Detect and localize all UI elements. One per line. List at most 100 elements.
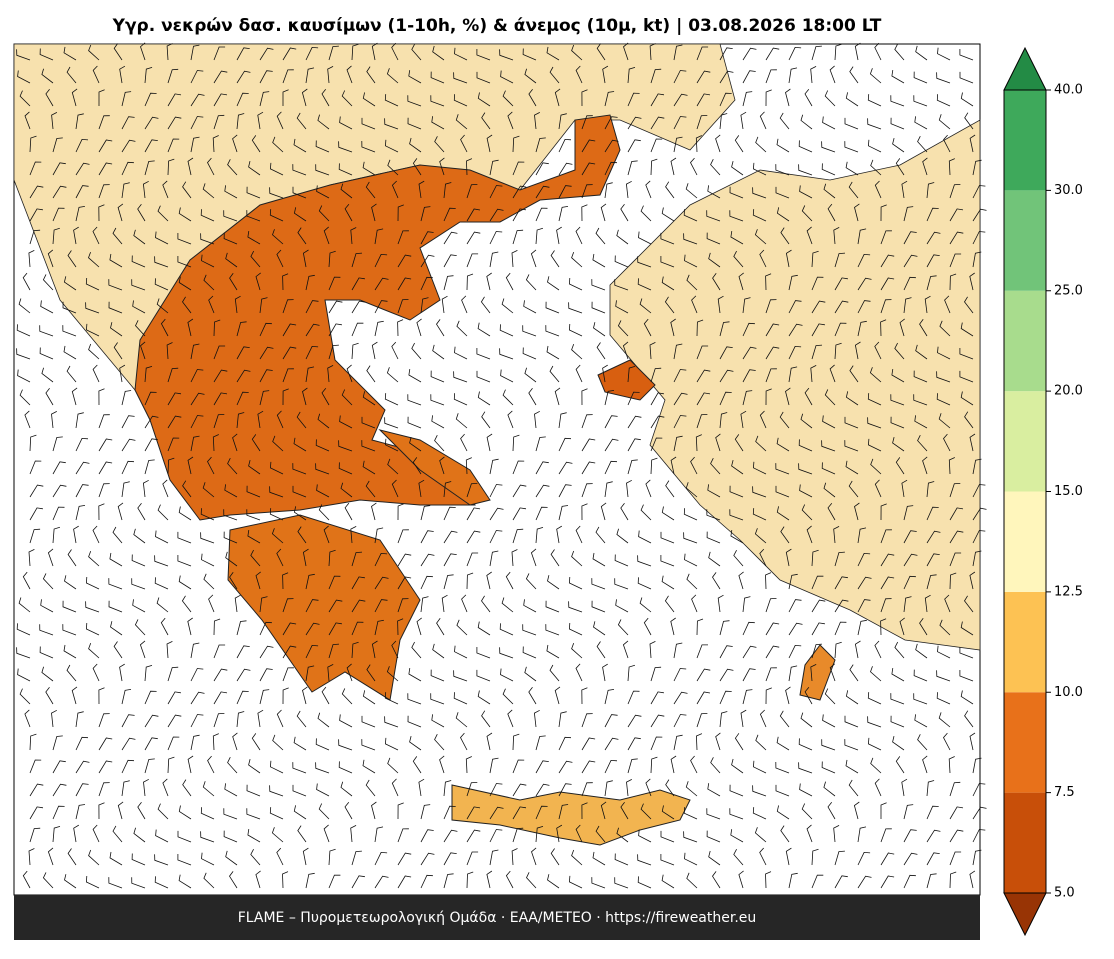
wind-barb [734,135,744,153]
wind-barb [236,369,251,383]
wind-barb [511,250,518,268]
wind-barb [857,320,867,337]
wind-barb [880,576,895,590]
wind-barb [259,390,270,406]
wind-barb [202,781,215,797]
wind-barb [673,734,683,751]
wind-barb [673,369,687,383]
wind-barb [98,184,110,199]
wind-barb [627,664,636,682]
wind-barb [455,413,468,429]
wind-barb [547,874,560,889]
wind-barb [98,414,110,429]
wind-barb [73,525,79,544]
wind-barb [683,508,698,521]
wind-barb [162,180,169,199]
wind-barb [650,666,662,682]
wind-barb [535,207,548,222]
wind-barb [177,233,192,245]
wind-barb [62,624,77,636]
wind-barb [926,873,937,889]
wind-barb [742,668,756,682]
wind-barb [167,714,182,728]
wind-barb [144,438,158,452]
wind-barb [810,365,817,383]
wind-barb [924,295,931,314]
wind-barb [328,848,336,866]
wind-barb [190,93,205,107]
wind-barb [323,525,330,544]
wind-barb [926,254,940,268]
wind-barb [338,440,353,452]
wind-barb [571,251,583,268]
wind-barb [52,506,65,521]
wind-barb [759,548,767,567]
wind-barb [776,805,790,820]
wind-barb [522,646,537,659]
wind-barb [895,158,905,176]
wind-barb [696,115,708,130]
wind-barb [374,277,389,291]
wind-barb [223,830,238,843]
wind-barb [776,138,790,153]
wind-barb [187,617,193,636]
wind-barb [246,186,261,199]
wind-barb [499,348,514,360]
wind-barb [926,780,935,797]
wind-barb [959,670,974,682]
wind-barb [224,783,238,797]
wind-barb [85,601,100,613]
wind-barb [351,277,365,291]
wind-barb [212,434,219,452]
wind-barb [535,162,549,176]
wind-barb [524,666,537,682]
wind-barb [466,871,474,889]
wind-barb [806,226,813,245]
wind-barb [247,231,261,245]
wind-barb [64,874,77,889]
wind-barb [384,139,399,153]
wind-barb [827,801,836,820]
wind-barb [917,435,928,452]
wind-barb [834,342,842,360]
wind-barb [937,645,951,659]
wind-barb [627,737,641,751]
wind-barb [113,342,123,360]
wind-barb [52,185,67,199]
wind-barb [430,95,445,107]
wind-barb [524,68,537,84]
wind-barb [507,111,514,130]
wind-barb [305,274,315,291]
wind-barb [742,91,753,107]
wind-barb [207,157,215,176]
wind-barb [305,345,319,360]
wind-barb [604,161,618,176]
wind-barb [121,116,135,130]
wind-barb [351,342,359,360]
wind-barb [361,715,376,728]
wind-barb [581,503,588,521]
wind-barb [213,691,228,705]
wind-barb [512,733,520,751]
wind-barb [430,394,445,406]
wind-barb [75,783,89,797]
wind-barb [207,456,215,475]
wind-barb [593,322,606,337]
wind-barb [397,230,409,245]
wind-barb [901,479,908,498]
wind-barb [52,137,63,153]
wind-barb [296,411,307,429]
wind-barb [775,164,790,176]
wind-barb [752,807,767,820]
wind-barb [558,760,573,774]
wind-barb [854,341,861,360]
wind-barb [341,389,353,406]
wind-barb [903,874,916,889]
wind-barb [512,759,525,774]
wind-barb [844,715,859,728]
wind-barb [371,640,378,659]
wind-barb [554,88,561,107]
wind-barb [39,48,54,61]
wind-barb [75,185,89,199]
